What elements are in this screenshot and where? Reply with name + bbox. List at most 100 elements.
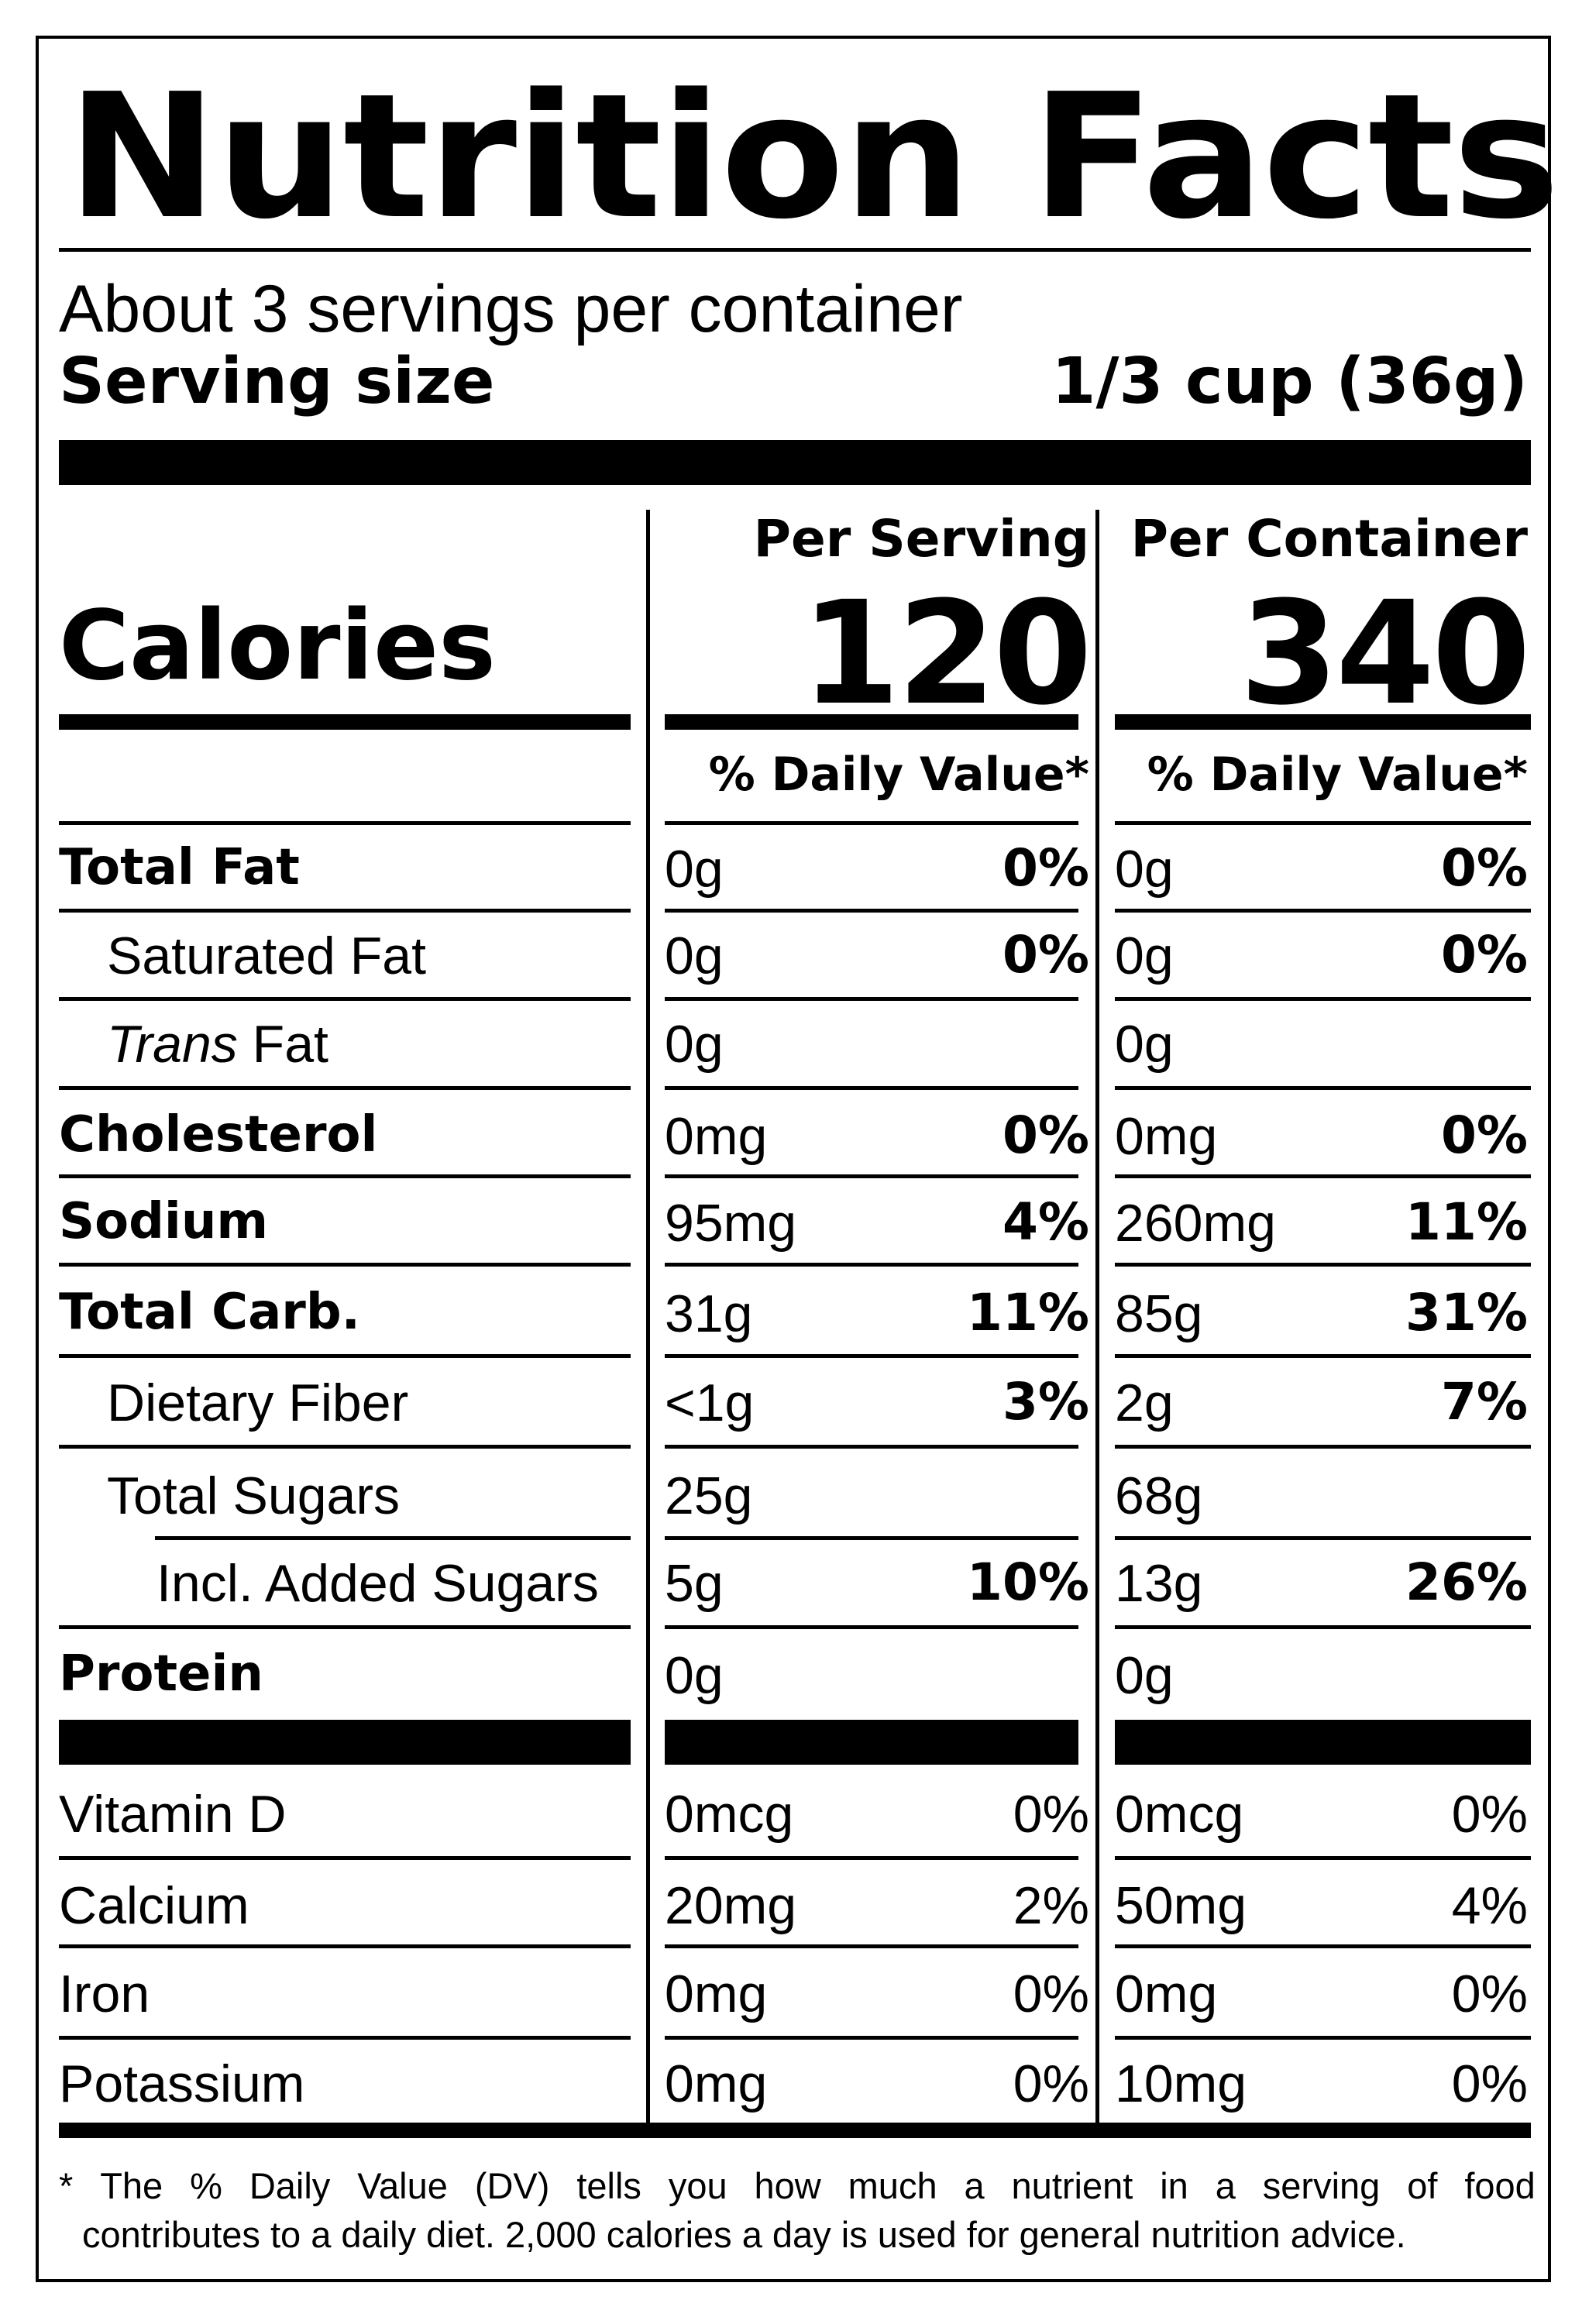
container-amount: 50mg [1115,1876,1247,1935]
row-divider [1115,1944,1531,1948]
serving-daily-value: 0% [1002,838,1089,898]
row-divider [665,1445,1078,1449]
footnote-word: nutrient [1011,2165,1133,2206]
row-divider [1115,1174,1531,1178]
per-serving-header: Per Serving [753,509,1089,569]
vitamins-divider [1115,1720,1531,1765]
trans-fat-suffix: Fat [237,1015,328,1074]
calories-divider-serving [665,714,1078,730]
container-daily-value: 7% [1440,1372,1528,1432]
row-divider [59,1174,631,1178]
container-amount: 13g [1115,1554,1203,1613]
serving-amount: 95mg [665,1194,797,1253]
row-divider [665,1536,1078,1540]
calories-per-serving: 120 [800,571,1092,737]
vitamin-label: Potassium [59,2054,305,2113]
nutrient-label: Total Fat [59,839,300,896]
row-divider [665,1263,1078,1267]
daily-value-header-container: % Daily Value* [1147,748,1528,802]
row-divider [59,1354,631,1358]
row-divider [665,909,1078,913]
serving-amount: 0g [665,927,724,985]
vitamin-label: Calcium [59,1876,249,1935]
row-divider [665,1944,1078,1948]
calories-divider-label [59,714,631,730]
row-divider [59,997,631,1001]
footnote-word: % [190,2165,222,2206]
column-divider-right [1095,510,1099,2138]
container-amount: 0g [1115,840,1174,899]
nutrient-label: Protein [59,1645,263,1703]
footnote-word: how [754,2165,821,2206]
column-divider-left [646,510,650,2138]
thick-divider [59,440,1531,485]
container-amount: 0mcg [1115,1785,1244,1844]
row-divider [1115,1086,1531,1090]
container-amount: 0g [1115,1015,1174,1074]
nutrient-label: Sodium [59,1193,269,1250]
row-divider [59,1445,631,1449]
footnote-line-2: contributes to a daily diet. 2,000 calor… [82,2214,1406,2255]
container-amount: 0g [1115,927,1174,985]
container-daily-value: 26% [1405,1552,1528,1612]
row-divider [59,821,631,825]
row-divider [59,1263,631,1267]
row-divider [59,1086,631,1090]
serving-daily-value: 0% [1002,1105,1089,1165]
container-amount: 10mg [1115,2054,1247,2113]
footnote-word: food [1464,2165,1536,2206]
footnote-word: (DV) [474,2165,550,2206]
title-divider [59,248,1531,252]
footnote: * The % Daily Value (DV) tells you how m… [59,2161,1536,2259]
calories-label: Calories [59,590,496,702]
row-divider [665,1856,1078,1860]
row-divider [59,1856,631,1860]
row-divider [1115,1354,1531,1358]
nutrient-label: Incl. Added Sugars [156,1554,599,1613]
container-daily-value: 31% [1405,1283,1528,1342]
row-divider [665,1625,1078,1629]
container-daily-value: 11% [1405,1192,1528,1252]
row-divider [59,1944,631,1948]
footnote-word: much [848,2165,937,2206]
container-amount: 260mg [1115,1194,1276,1253]
row-divider [665,997,1078,1001]
nutrient-label: Total Carb. [59,1284,360,1341]
row-divider [59,2036,631,2040]
row-divider [1115,1625,1531,1629]
container-amount: 2g [1115,1373,1174,1432]
vitamin-label: Vitamin D [59,1785,287,1844]
nutrition-facts-label: Nutrition Facts About 3 servings per con… [36,36,1560,2282]
footnote-word: tells [576,2165,641,2206]
serving-amount: 0g [665,840,724,899]
row-divider [1115,997,1531,1001]
nutrient-label: Total Sugars [107,1466,400,1525]
nutrient-label: Trans Fat [107,1018,328,1071]
row-divider [665,2036,1078,2040]
container-daily-value: 0% [1440,925,1528,985]
container-daily-value: 0% [1451,1785,1528,1844]
servings-per-container: About 3 servings per container [59,272,963,346]
container-amount: 68g [1115,1466,1203,1525]
row-divider [665,1086,1078,1090]
row-divider [59,1625,631,1629]
serving-daily-value: 0% [1013,2054,1089,2113]
footnote-word: a [1215,2165,1236,2206]
row-divider [1115,1263,1531,1267]
serving-daily-value: 2% [1013,1876,1089,1935]
serving-daily-value: 0% [1002,925,1089,985]
container-amount: 0g [1115,1646,1174,1705]
serving-daily-value: 4% [1002,1192,1089,1252]
serving-size-value: 1/3 cup (36g) [1051,345,1528,418]
vitamins-divider [665,1720,1078,1765]
serving-amount: 0mg [665,1965,768,2023]
row-divider [155,1536,631,1540]
nutrient-label: Dietary Fiber [107,1373,409,1432]
row-divider [1115,1856,1531,1860]
footnote-word: you [668,2165,727,2206]
serving-amount: 0mg [665,1107,768,1166]
container-amount: 0mg [1115,1965,1218,2023]
vitamins-divider [59,1720,631,1765]
footnote-word: of [1407,2165,1438,2206]
trans-italic: Trans [107,1015,238,1074]
